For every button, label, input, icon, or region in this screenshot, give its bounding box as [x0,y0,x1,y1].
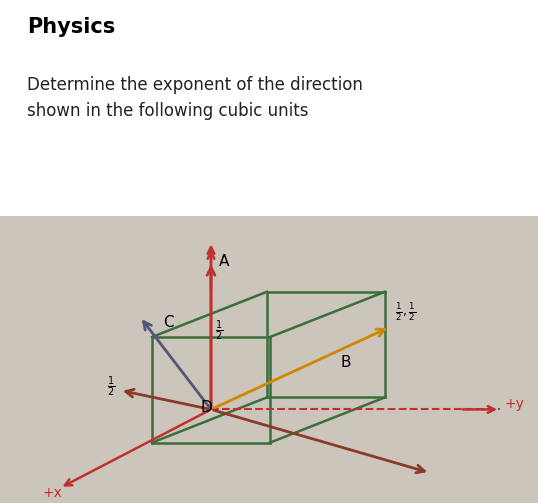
Text: Determine the exponent of the direction
shown in the following cubic units: Determine the exponent of the direction … [27,75,363,120]
Text: +x: +x [42,486,62,500]
Text: $\frac{1}{2}$: $\frac{1}{2}$ [107,375,115,399]
Text: A: A [219,254,229,269]
Text: $\frac{1}{2}$: $\frac{1}{2}$ [215,318,223,343]
Text: C: C [163,315,174,330]
Text: D: D [200,400,212,415]
Text: Physics: Physics [27,17,115,37]
Text: $\frac{1}{2},\frac{1}{2}$: $\frac{1}{2},\frac{1}{2}$ [395,301,416,323]
Text: B: B [340,355,350,370]
Text: +y: +y [505,397,525,411]
